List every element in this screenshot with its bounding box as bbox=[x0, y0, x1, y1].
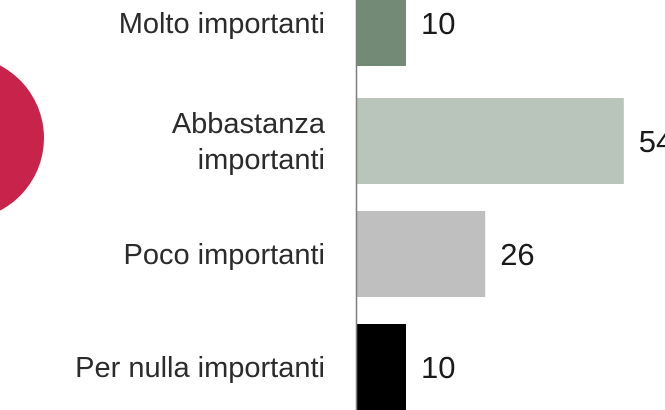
data-label: 26 bbox=[500, 237, 534, 272]
bar bbox=[356, 324, 406, 410]
category-label: Molto importanti bbox=[119, 8, 325, 40]
data-label: 54 bbox=[639, 124, 665, 159]
category-label: Abbastanza importanti bbox=[172, 108, 326, 176]
data-label: 10 bbox=[421, 6, 455, 41]
bar bbox=[356, 98, 624, 184]
category-label: Per nulla importanti bbox=[75, 352, 325, 384]
category-label: Poco importanti bbox=[124, 239, 326, 271]
bar bbox=[356, 0, 406, 66]
bar bbox=[356, 211, 486, 297]
data-label: 10 bbox=[421, 350, 455, 385]
decorative-circle bbox=[0, 65, 44, 211]
